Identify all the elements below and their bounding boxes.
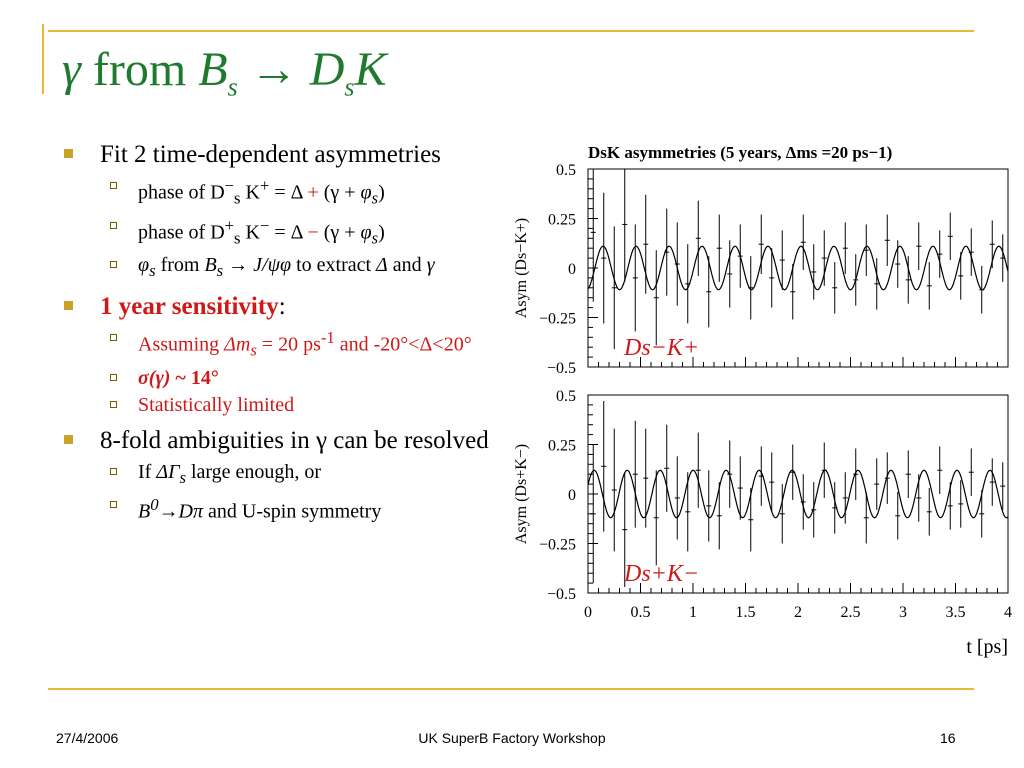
x-tick-label: 2.5 (841, 604, 861, 621)
y-tick-label: 0.25 (548, 212, 576, 229)
bullet-marker (64, 301, 73, 311)
bullet-marker (64, 434, 73, 444)
subbullet-sigma-gamma: σ(γ) ~ 14° (62, 367, 492, 389)
bullet-ambiguities: 8-fold ambiguities in γ can be resolved (62, 426, 492, 455)
y-axis-label: Asym (Ds−K+) (513, 218, 530, 318)
x-axis-label: t [ps] (966, 636, 1008, 658)
y-tick-label: 0 (568, 487, 576, 504)
page-number: 16 (940, 730, 956, 746)
subbullet-statistically-limited: Statistically limited (62, 394, 492, 416)
y-axis-label: Asym (Ds+K−) (513, 444, 530, 544)
bottom-accent-rule (48, 688, 974, 690)
subbullet-marker (110, 500, 117, 508)
chart-title: DsK asymmetries (5 years, Δms =20 ps−1) (588, 143, 892, 162)
top-accent-rule (48, 30, 974, 32)
x-tick-label: 3.5 (946, 604, 966, 621)
subbullet-marker (110, 221, 117, 229)
subbullet-phase-ds-plus: phase of D+s K− = Δ − (γ + φs) (62, 215, 492, 250)
x-tick-label: 1.5 (736, 604, 756, 621)
y-tick-label: −0.25 (539, 311, 576, 328)
subbullet-marker (110, 400, 117, 408)
mode-label: Ds+K− (623, 561, 699, 587)
subbullet-marker (110, 373, 117, 381)
x-tick-label: 0 (584, 604, 592, 621)
subbullet-marker (110, 467, 117, 475)
y-tick-label: 0.5 (556, 388, 576, 405)
y-tick-label: −0.5 (547, 360, 576, 377)
x-tick-label: 2 (794, 604, 802, 621)
subbullet-assuming: Assuming Δms = 20 ps-1 and -20°<Δ<20° (62, 327, 492, 362)
footer-event: UK SuperB Factory Workshop (418, 730, 606, 746)
bullet-one-year-sensitivity: 1 year sensitivity: (62, 292, 492, 321)
x-tick-label: 0.5 (631, 604, 651, 621)
y-tick-label: 0.25 (548, 438, 576, 455)
fit-curve (587, 469, 1009, 519)
fit-curve (587, 245, 1009, 291)
x-tick-label: 4 (1004, 604, 1012, 621)
chart-panel-ds-minus-k-plus: 0.5 0.25 0 −0.25 −0.5 Asym (Ds−K+) Ds−K+ (513, 162, 1009, 377)
bullet-fit-asymmetries: Fit 2 time-dependent asymmetries (62, 140, 492, 169)
y-tick-label: −0.5 (547, 586, 576, 603)
left-accent-rule (42, 24, 44, 94)
footer-date: 27/4/2006 (56, 730, 119, 746)
y-tick-label: 0.5 (556, 162, 576, 179)
mode-label: Ds−K+ (623, 335, 699, 361)
x-tick-label: 3 (899, 604, 907, 621)
subbullet-phase-ds-minus: phase of D−s K+ = Δ + (γ + φs) (62, 175, 492, 210)
subbullet-marker (110, 182, 117, 189)
x-tick-label: 1 (689, 604, 697, 621)
slide-title: γ from Bs → DsK (62, 43, 387, 102)
subbullet-delta-gamma: If ΔΓs large enough, or (62, 461, 492, 489)
bullet-list: Fit 2 time-dependent asymmetries phase o… (62, 140, 492, 528)
subbullet-uspin: B0→Dπ and U-spin symmetry (62, 494, 492, 523)
subbullet-marker (110, 261, 117, 269)
subbullet-phis-extraction: φs from Bs → J/ψφ to extract Δ and γ (62, 254, 492, 282)
subbullet-marker (110, 334, 117, 342)
y-tick-label: −0.25 (539, 537, 576, 554)
y-tick-label: 0 (568, 261, 576, 278)
chart-panel-ds-plus-k-minus: 0.5 0.25 0 −0.25 −0.5 0 0.5 1 1.5 2 2.5 3 3.5 4 Asym (… (513, 388, 1012, 658)
bullet-marker (64, 149, 73, 158)
